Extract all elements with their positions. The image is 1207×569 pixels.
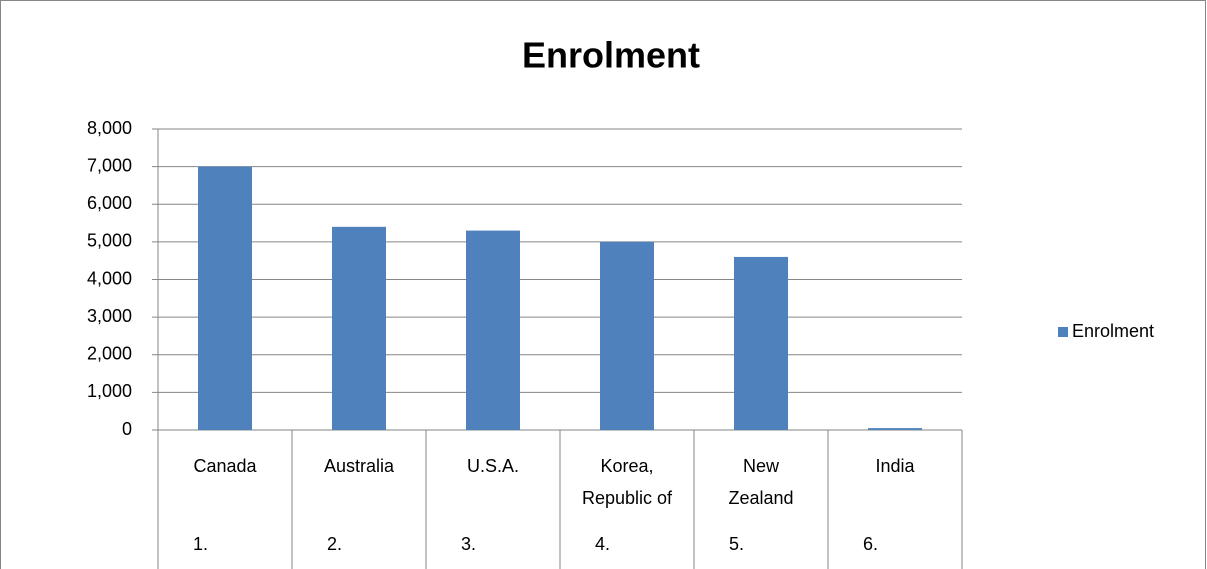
y-tick-label: 6,000 xyxy=(87,193,132,213)
bar xyxy=(332,226,386,430)
x-group-label: 1. xyxy=(193,534,209,554)
x-tick-label: Australia xyxy=(323,456,395,476)
x-group-label: 2. xyxy=(327,534,343,554)
y-tick-label: 4,000 xyxy=(87,268,132,288)
y-tick-label: 8,000 xyxy=(87,118,132,138)
bar xyxy=(734,256,788,430)
x-group-label: 4. xyxy=(595,534,611,554)
x-group-label: 6. xyxy=(863,534,879,554)
y-tick-label: 7,000 xyxy=(87,155,132,175)
x-tick-label: Korea, Republic of xyxy=(581,456,673,508)
legend-swatch xyxy=(1058,327,1068,337)
x-tick-label: India xyxy=(875,456,915,476)
bar xyxy=(466,230,520,430)
bar xyxy=(868,428,922,430)
x-tick-label: Canada xyxy=(193,456,257,476)
chart-title: Enrolment xyxy=(522,35,700,76)
x-tick-label: New Zealand xyxy=(728,456,794,508)
bar xyxy=(600,241,654,430)
x-group-label: 3. xyxy=(461,534,477,554)
x-tick-label: U.S.A. xyxy=(466,456,519,476)
y-tick-label: 5,000 xyxy=(87,231,132,251)
legend-label: Enrolment xyxy=(1072,321,1154,341)
y-tick-label: 1,000 xyxy=(87,381,132,401)
bar xyxy=(198,166,252,430)
y-tick-label: 3,000 xyxy=(87,306,132,326)
x-group-label: 5. xyxy=(729,534,745,554)
y-tick-label: 0 xyxy=(122,419,132,439)
y-tick-label: 2,000 xyxy=(87,344,132,364)
